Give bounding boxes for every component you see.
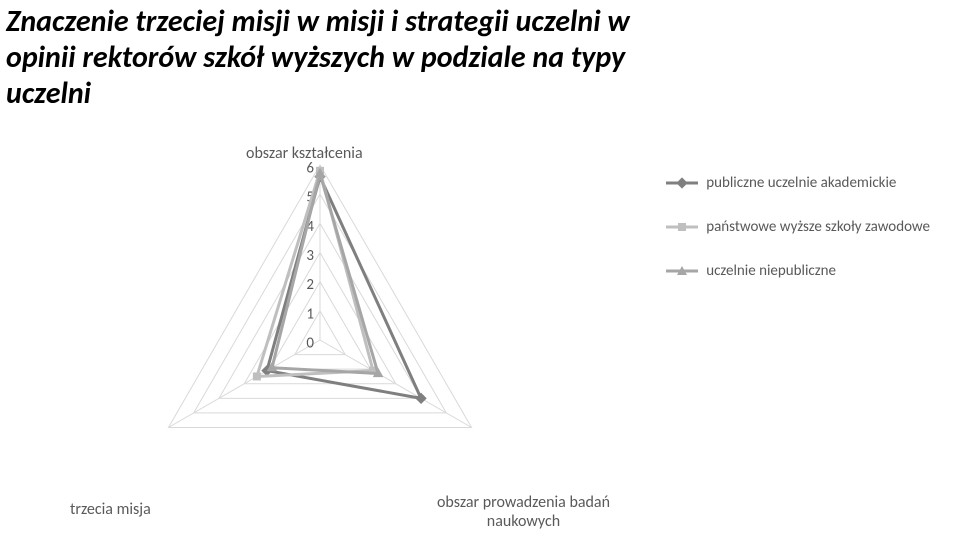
svg-text:1: 1 — [306, 305, 314, 323]
svg-text:6: 6 — [306, 160, 314, 178]
chart-legend: publiczne uczelnie akademickie państwowe… — [666, 174, 930, 306]
title-line1: Znaczenie trzeciej misji w misji i strat… — [6, 3, 630, 40]
legend-item-series-0: publiczne uczelnie akademickie — [666, 174, 930, 192]
svg-text:2: 2 — [306, 276, 314, 294]
legend-swatch-2 — [666, 264, 698, 278]
svg-text:3: 3 — [306, 247, 314, 265]
svg-text:0: 0 — [306, 335, 314, 353]
radar-chart: 0123456 — [70, 140, 570, 540]
legend-item-series-1: państwowe wyższe szkoły zawodowe — [666, 218, 930, 236]
legend-label-0: publiczne uczelnie akademickie — [706, 174, 896, 192]
legend-item-series-2: uczelnie niepubliczne — [666, 262, 930, 280]
title-line2: opinii rektorów szkół wyższych w podzial… — [6, 39, 625, 76]
legend-swatch-1 — [666, 220, 698, 234]
title-line3: uczelni — [6, 75, 91, 112]
legend-label-1: państwowe wyższe szkoły zawodowe — [706, 218, 930, 236]
chart-title: Znaczenie trzeciej misji w misji i strat… — [0, 0, 960, 112]
legend-swatch-0 — [666, 176, 698, 190]
legend-label-2: uczelnie niepubliczne — [706, 262, 836, 280]
